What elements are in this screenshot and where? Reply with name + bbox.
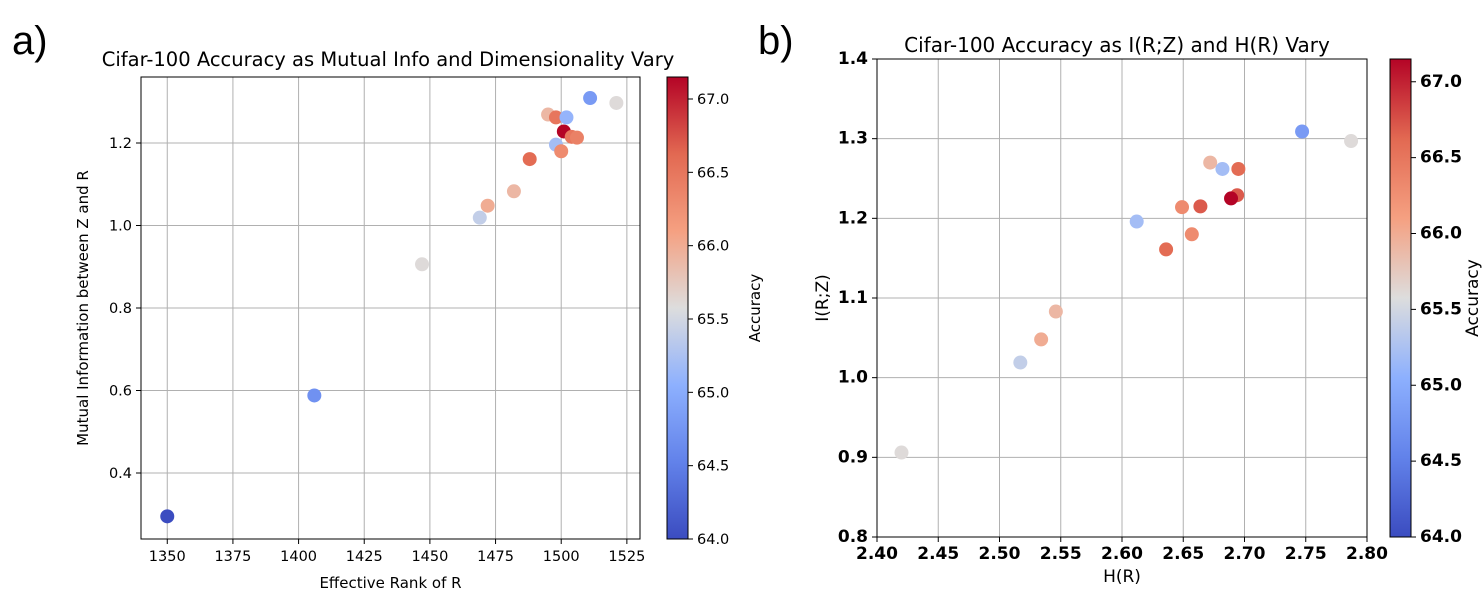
data-point[interactable] (307, 388, 322, 403)
y-tick-label: 1.2 (838, 208, 868, 228)
data-point[interactable] (1175, 200, 1190, 215)
chart-a-title: Cifar-100 Accuracy as Mutual Info and Di… (102, 48, 675, 71)
colorbar-tick-label: 66.5 (697, 165, 729, 181)
colorbar-tick-label: 65.5 (1420, 299, 1462, 319)
colorbar-tick-label: 64.0 (697, 532, 729, 548)
x-tick-label: 1375 (214, 549, 251, 565)
y-tick-label: 0.9 (838, 447, 868, 467)
colorbar-tick-label: 67.0 (697, 92, 729, 108)
data-point[interactable] (1295, 124, 1310, 139)
data-point[interactable] (1224, 191, 1239, 206)
y-tick-label: 0.8 (838, 527, 868, 547)
data-point[interactable] (894, 445, 909, 460)
y-tick-label: 1.0 (109, 219, 132, 235)
data-point[interactable] (506, 184, 521, 199)
y-tick-label: 1.3 (838, 129, 868, 149)
data-point[interactable] (1159, 242, 1174, 257)
data-point[interactable] (569, 130, 584, 145)
data-point[interactable] (583, 91, 598, 106)
x-tick-label: 1450 (411, 549, 448, 565)
data-point[interactable] (160, 509, 175, 524)
x-tick-label: 1500 (543, 549, 580, 565)
colorbar-tick-label: 64.5 (697, 459, 729, 475)
x-tick-label: 2.70 (1224, 544, 1266, 564)
x-tick-label: 2.80 (1346, 544, 1388, 564)
x-axis-label: Effective Rank of R (319, 574, 461, 592)
colorbar-tick-label: 64.0 (1420, 527, 1462, 547)
colorbar-tick-label: 67.0 (1420, 72, 1462, 92)
y-tick-label: 0.6 (109, 384, 132, 400)
x-tick-label: 1350 (149, 549, 186, 565)
data-point[interactable] (522, 152, 537, 167)
data-point[interactable] (1048, 304, 1063, 319)
data-point[interactable] (1203, 155, 1218, 170)
y-tick-label: 0.4 (109, 466, 132, 482)
data-point[interactable] (1344, 134, 1359, 149)
y-tick-label: 1.1 (838, 288, 868, 308)
colorbar (1389, 58, 1412, 538)
colorbar-tick-label: 66.0 (1420, 224, 1462, 244)
data-point[interactable] (609, 95, 624, 110)
data-point[interactable] (415, 257, 430, 272)
plot-frame (140, 76, 641, 540)
y-tick-label: 1.2 (109, 136, 132, 152)
data-point[interactable] (1013, 355, 1028, 370)
data-point[interactable] (1193, 199, 1208, 214)
colorbar-tick-label: 64.5 (1420, 451, 1462, 471)
colorbar-label: Accuracy (1463, 259, 1483, 337)
x-tick-label: 1525 (608, 549, 645, 565)
y-axis-label: Mutual Information between Z and R (74, 170, 92, 446)
x-tick-label: 2.40 (856, 544, 898, 564)
panel-a-label: a) (12, 19, 48, 63)
x-axis-label: H(R) (1103, 567, 1141, 587)
colorbar-tick-label: 65.5 (697, 312, 729, 328)
x-tick-label: 1400 (280, 549, 317, 565)
data-point[interactable] (1184, 227, 1199, 242)
x-tick-label: 1425 (346, 549, 383, 565)
x-tick-label: 1475 (477, 549, 514, 565)
x-tick-label: 2.60 (1101, 544, 1143, 564)
data-point[interactable] (1231, 161, 1246, 176)
colorbar-label: Accuracy (746, 274, 764, 343)
y-axis-label: I(R;Z) (813, 274, 833, 321)
chart-b: 2.40 2.45 2.50 2.55 2.60 2.65 2.70 2.75 2.80 0.8 0… (813, 49, 1483, 587)
data-point[interactable] (1034, 332, 1049, 347)
y-tick-label: 0.8 (109, 301, 132, 317)
chart-a: 1350 1375 1400 1425 1450 1475 1500 1525 0.4 0.6 0.… (74, 76, 764, 592)
colorbar-tick-label: 66.5 (1420, 148, 1462, 168)
x-tick-label: 2.55 (1040, 544, 1082, 564)
data-point[interactable] (1215, 161, 1230, 176)
chart-b-title: Cifar-100 Accuracy as I(R;Z) and H(R) Va… (904, 33, 1330, 57)
y-tick-label: 1.4 (838, 49, 868, 69)
colorbar-tick-label: 66.0 (697, 239, 729, 255)
data-point[interactable] (559, 110, 574, 125)
y-tick-label: 1.0 (838, 368, 868, 388)
colorbar-tick-label: 65.0 (697, 385, 729, 401)
colorbar-tick-label: 65.0 (1420, 375, 1462, 395)
data-point[interactable] (480, 198, 495, 213)
x-tick-label: 2.75 (1285, 544, 1327, 564)
plot-frame (876, 58, 1368, 538)
colorbar (666, 76, 689, 540)
x-tick-label: 2.50 (979, 544, 1021, 564)
data-point[interactable] (472, 210, 487, 225)
x-tick-label: 2.45 (917, 544, 959, 564)
x-tick-label: 2.65 (1162, 544, 1204, 564)
data-point[interactable] (548, 110, 563, 125)
data-point[interactable] (1129, 214, 1144, 229)
data-point[interactable] (554, 144, 569, 159)
panel-b-label: b) (758, 19, 794, 63)
